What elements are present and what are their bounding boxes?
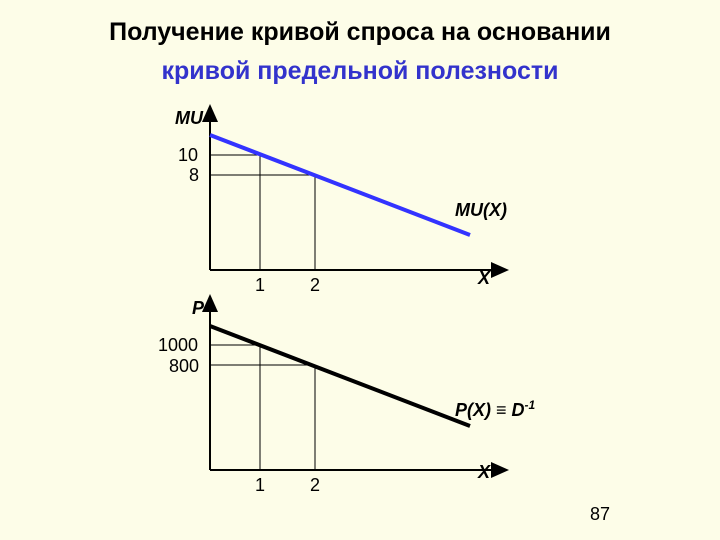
top-x-axis-label: X (478, 268, 490, 289)
top-chart (210, 118, 495, 270)
top-ytick-0: 10 (178, 145, 198, 166)
bottom-xtick-0: 1 (255, 475, 265, 496)
page-number: 87 (590, 504, 610, 525)
bottom-x-axis-label: X (478, 462, 490, 483)
bottom-chart (210, 308, 495, 470)
p-line (210, 326, 470, 426)
top-line-label: MU(X) (455, 200, 507, 221)
top-xtick-0: 1 (255, 275, 265, 296)
top-xtick-1: 2 (310, 275, 320, 296)
mu-line (210, 135, 470, 235)
bottom-line-label: P(X) ≡ D-1 (455, 398, 535, 421)
bottom-xtick-1: 2 (310, 475, 320, 496)
bottom-y-axis-label: P (192, 298, 204, 319)
top-ytick-1: 8 (189, 165, 199, 186)
bottom-ytick-1: 800 (169, 356, 199, 377)
top-y-axis-label: MU (175, 108, 203, 129)
chart-svg (0, 0, 720, 540)
bottom-ytick-0: 1000 (158, 335, 198, 356)
